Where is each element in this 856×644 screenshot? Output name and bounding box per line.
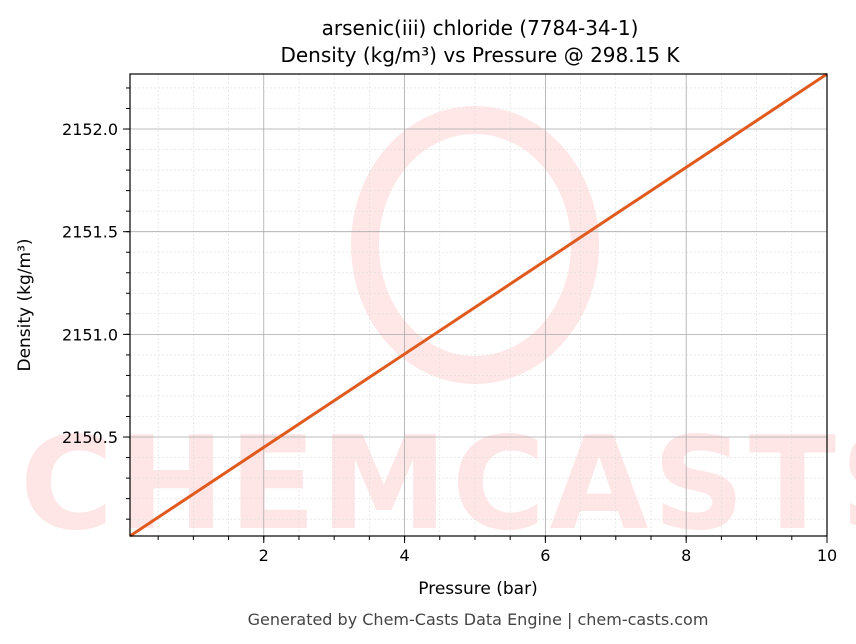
x-tick-label: 6 xyxy=(540,546,550,565)
footer-credit: Generated by Chem-Casts Data Engine | ch… xyxy=(248,610,709,629)
y-tick-label: 2151.0 xyxy=(62,325,118,344)
x-axis-label: Pressure (bar) xyxy=(418,579,537,599)
y-axis-label: Density (kg/m³) xyxy=(15,238,35,371)
x-tick-label: 10 xyxy=(817,546,837,565)
y-tick-label: 2150.5 xyxy=(62,428,118,447)
ticks: 2 4 6 8 10 2150.5 2151.0 2151.5 2152.0 xyxy=(62,87,837,565)
x-tick-label: 8 xyxy=(681,546,691,565)
watermark-logo xyxy=(351,106,599,384)
chart-title: arsenic(iii) chloride (7784-34-1) xyxy=(322,16,639,40)
watermark: CHEMCASTS xyxy=(20,106,856,559)
watermark-text: CHEMCASTS xyxy=(20,410,856,559)
y-tick-label: 2151.5 xyxy=(62,223,118,242)
x-tick-label: 4 xyxy=(399,546,409,565)
series xyxy=(129,72,828,538)
grid xyxy=(130,74,828,536)
chart-subtitle: Density (kg/m³) vs Pressure @ 298.15 K xyxy=(280,43,680,67)
y-tick-label: 2152.0 xyxy=(62,120,118,139)
x-tick-label: 2 xyxy=(259,546,269,565)
density-line xyxy=(129,72,828,538)
plot-frame xyxy=(129,73,828,537)
